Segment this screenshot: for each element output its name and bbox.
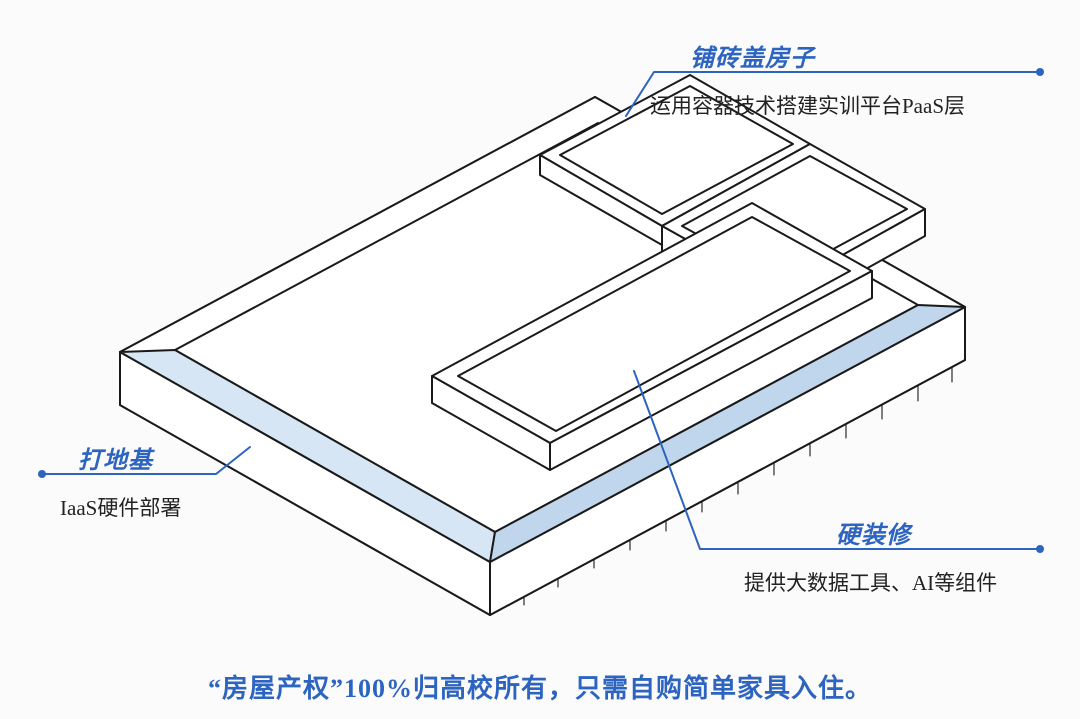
- callout-components-title: 硬装修: [836, 515, 911, 550]
- bottom-caption: “房屋产权”100%归高校所有，只需自购简单家具入住。: [208, 668, 872, 705]
- callout-components-desc: 提供大数据工具、AI等组件: [744, 567, 997, 597]
- callout-iaas-desc: IaaS硬件部署: [60, 492, 181, 522]
- callout-iaas-title: 打地基: [78, 440, 153, 475]
- callout-paas-title: 铺砖盖房子: [690, 38, 815, 73]
- callout-paas-desc: 运用容器技术搭建实训平台PaaS层: [650, 90, 965, 120]
